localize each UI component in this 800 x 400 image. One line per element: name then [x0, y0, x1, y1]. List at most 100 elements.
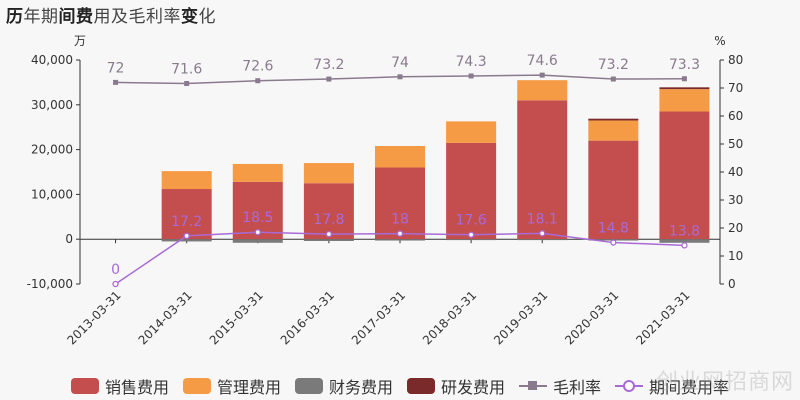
x-tick-label: 2021-03-31 — [633, 288, 692, 347]
bar-segment — [232, 239, 283, 243]
title-part-d: 用及毛利率 — [93, 7, 181, 27]
line-point-marker — [539, 230, 546, 237]
right-tick-label: 30 — [728, 193, 743, 207]
right-tick-label: 0 — [728, 277, 736, 291]
data-labels-group: 72 71.6 72.6 73.2 74 74.3 74.6 73.2 73.3 0 17.2 18.… — [107, 53, 700, 278]
line-point-marker — [325, 231, 333, 238]
line-point-marker — [183, 232, 190, 239]
data-label: 73.3 — [669, 57, 700, 73]
left-tick-label: 40,000 — [31, 53, 73, 67]
legend-label-rnd: 研发费用 — [441, 378, 506, 397]
line-point-marker — [610, 76, 616, 82]
title-part-e: 变 — [181, 7, 199, 27]
legend-item-sales[interactable]: 销售费用 — [70, 374, 169, 398]
bar-segment — [303, 239, 354, 241]
title-part-f: 化 — [198, 7, 216, 27]
line-point-marker — [254, 229, 261, 236]
legend-item-gross-margin[interactable]: 毛利率 — [519, 374, 601, 398]
left-tick-label: -10,000 — [27, 277, 73, 291]
data-label: 17.8 — [313, 212, 344, 228]
right-tick-label: 20 — [728, 221, 743, 235]
data-label: 13.8 — [669, 223, 700, 239]
bar-segment — [588, 140, 639, 240]
legend-item-finance[interactable]: 财务费用 — [294, 374, 393, 398]
legend-swatch-admin — [182, 378, 211, 394]
x-tick-label: 2020-03-31 — [562, 288, 621, 347]
data-label: 0 — [111, 262, 120, 278]
line-point-marker — [184, 81, 190, 87]
chart-svg: 万 % 40,000 30,000 20,000 10,000 0 -10,000 80 70… — [27, 34, 744, 347]
left-tick-label: 10,000 — [31, 187, 73, 201]
right-tick-label: 10 — [728, 249, 743, 263]
bar-segment — [588, 120, 639, 141]
right-axis-unit: % — [714, 34, 725, 48]
data-label: 74.6 — [527, 53, 558, 69]
data-label: 74 — [391, 55, 409, 71]
right-tick-label: 60 — [728, 109, 743, 123]
data-label: 17.6 — [456, 213, 487, 229]
legend-item-expense-rate[interactable]: 期间费用率 — [615, 374, 729, 398]
watermark: 创业网招商网 — [655, 370, 794, 395]
bar-segment — [161, 189, 212, 240]
line-point-marker — [113, 79, 119, 85]
data-label: 73.2 — [598, 57, 629, 73]
bar-segment — [375, 239, 425, 241]
legend-label-expense-rate: 期间费用率 — [649, 378, 730, 397]
title-part-b: 年期 — [23, 7, 59, 27]
data-label: 18 — [391, 212, 409, 228]
data-label: 73.2 — [313, 57, 344, 73]
bar-segment — [303, 183, 354, 240]
bar-segment — [659, 87, 710, 90]
data-label: 17.2 — [171, 214, 202, 230]
legend-swatch-sales — [70, 378, 99, 394]
legend: 销售费用 管理费用 财务费用 研发费用 毛利率 期间费用率 — [0, 372, 800, 400]
legend-swatch-finance — [294, 378, 323, 394]
legend-label-finance: 财务费用 — [328, 378, 393, 397]
chart-title: 历年期间费用及毛利率变化 — [6, 2, 216, 27]
line-point-marker — [539, 72, 545, 78]
bar-segment — [659, 89, 710, 112]
bar-segment — [517, 100, 568, 240]
x-tick-label: 2014-03-31 — [136, 288, 195, 347]
legend-label-sales: 销售费用 — [104, 378, 169, 397]
x-tick-label: 2016-03-31 — [278, 288, 337, 347]
bar-segment — [446, 239, 497, 241]
x-tick-label: 2013-03-31 — [64, 288, 123, 347]
left-tick-label: 0 — [65, 232, 73, 246]
legend-label-admin: 管理费用 — [216, 378, 281, 397]
bar-segment — [375, 167, 425, 240]
bar-segment — [232, 163, 283, 182]
title-part-a: 历 — [6, 7, 24, 27]
right-tick-label: 40 — [728, 165, 743, 179]
data-label: 74.3 — [456, 54, 487, 70]
line-point-marker — [255, 78, 261, 84]
data-label: 71.6 — [171, 62, 202, 78]
line-point-marker — [610, 239, 617, 246]
title-part-c: 间费 — [58, 7, 94, 27]
line-point-marker — [681, 242, 688, 249]
legend-item-admin[interactable]: 管理费用 — [182, 374, 281, 398]
line-point-marker — [397, 74, 403, 80]
right-tick-label: 80 — [728, 53, 743, 67]
x-tick-label: 2015-03-31 — [207, 288, 266, 347]
data-label: 14.8 — [598, 221, 629, 237]
right-tick-label: 50 — [728, 137, 743, 151]
bar-segment — [303, 163, 354, 184]
legend-item-rnd[interactable]: 研发费用 — [407, 374, 505, 398]
x-tick-label: 2018-03-31 — [420, 288, 479, 347]
x-tick-label: 2017-03-31 — [349, 288, 408, 347]
left-tick-label: 30,000 — [31, 98, 73, 112]
legend-swatch-rnd — [407, 378, 435, 394]
bar-segment — [161, 239, 212, 242]
line-point-marker — [326, 76, 332, 82]
bar-segment — [659, 111, 710, 240]
data-label: 72 — [107, 60, 125, 76]
bar-segment — [517, 239, 568, 241]
bar-segment — [588, 118, 639, 121]
line-point-marker — [467, 231, 475, 238]
bar-segment — [161, 171, 212, 190]
line-point-marker — [681, 76, 687, 82]
right-tick-label: 70 — [728, 81, 743, 95]
line-point-marker — [468, 73, 474, 79]
bar-segment — [659, 239, 710, 243]
